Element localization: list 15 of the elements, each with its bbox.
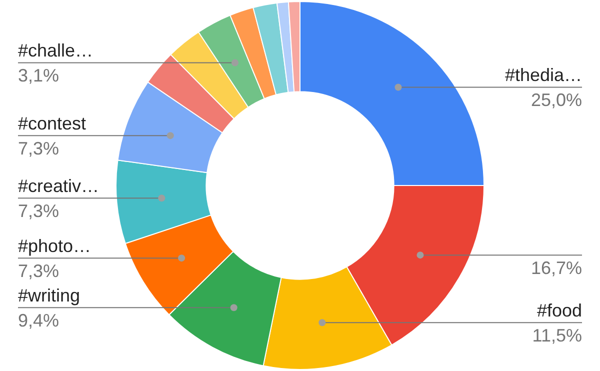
- data-label: 7,3%: [18, 201, 60, 222]
- data-label: 9,4%: [18, 310, 60, 331]
- data-label: 3,1%: [18, 66, 60, 86]
- data-label: 25,0%: [530, 90, 582, 110]
- data-label: 7,3%: [18, 138, 60, 159]
- slice-label: #food: [536, 300, 582, 321]
- slice-label: #challe…: [18, 40, 94, 61]
- data-label: 7,3%: [18, 261, 60, 282]
- slice-label: #creativ…: [18, 176, 100, 196]
- slice-label: #thedia…: [504, 65, 582, 86]
- slice-label: #photo…: [18, 236, 92, 256]
- data-label: 11,5%: [532, 326, 582, 346]
- data-label: 16,7%: [530, 258, 582, 278]
- slice-label: #writing: [18, 286, 80, 306]
- slice-label: #contest: [18, 114, 86, 134]
